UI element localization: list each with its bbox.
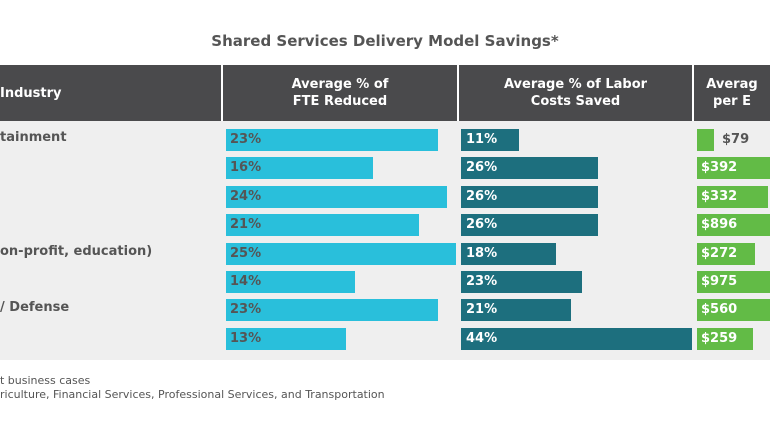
industry-label: / Defense <box>0 300 70 316</box>
fte-value: 23% <box>230 302 262 318</box>
per-value: $272 <box>701 245 738 261</box>
labor-bar <box>461 214 598 237</box>
labor-value: 21% <box>466 302 498 318</box>
fte-bar <box>226 271 355 293</box>
fte-bar <box>226 299 438 322</box>
per-bar <box>697 299 770 322</box>
labor-bar <box>461 327 692 350</box>
fte-bar <box>226 214 420 237</box>
fte-value: 24% <box>230 188 262 204</box>
per-bar <box>697 214 770 237</box>
per-value: $259 <box>701 330 738 346</box>
labor-value: 26% <box>466 188 498 204</box>
header-per-label: Averag per E <box>706 77 758 109</box>
labor-bar <box>461 129 519 151</box>
industry-label: on-profit, education) <box>0 243 153 259</box>
header-industry-label: Industry <box>0 85 62 101</box>
per-value: $332 <box>701 188 738 204</box>
header-per: Averag per E <box>694 65 770 121</box>
labor-bar <box>461 157 598 180</box>
per-bar <box>697 327 753 350</box>
per-bar <box>697 271 770 293</box>
per-bar <box>697 242 756 265</box>
per-bar <box>697 129 714 151</box>
per-value: $560 <box>701 302 738 318</box>
labor-value: 23% <box>466 274 498 289</box>
per-value: $975 <box>701 274 738 289</box>
per-value: $896 <box>701 217 738 233</box>
fte-value: 16% <box>230 160 262 176</box>
per-bar <box>697 157 770 180</box>
per-value: $392 <box>701 160 738 176</box>
labor-bar <box>461 271 582 293</box>
labor-value: 26% <box>466 160 498 176</box>
industry-label: tainment <box>0 130 67 145</box>
table-background <box>0 121 770 360</box>
fte-bar <box>226 129 438 151</box>
fte-bar <box>226 185 447 208</box>
labor-bar <box>461 299 572 322</box>
footnote-2: riculture, Financial Services, Professio… <box>0 388 385 401</box>
fte-bar <box>226 242 456 265</box>
fte-bar <box>226 327 346 350</box>
per-value: $79 <box>721 132 750 147</box>
header-labor: Average % of Labor Costs Saved <box>459 65 692 121</box>
header-labor-label: Average % of Labor Costs Saved <box>503 77 648 109</box>
fte-value: 21% <box>230 217 262 233</box>
labor-value: 11% <box>466 132 498 147</box>
footnote-1: t business cases <box>0 374 91 387</box>
header-fte-label: Average % of FTE Reduced <box>291 77 389 109</box>
fte-value: 25% <box>230 245 262 261</box>
fte-value: 13% <box>230 330 262 346</box>
labor-value: 44% <box>466 330 498 346</box>
per-bar <box>697 185 769 208</box>
header-industry: Industry <box>0 65 221 121</box>
header-fte: Average % of FTE Reduced <box>223 65 457 121</box>
labor-bar <box>461 185 598 208</box>
labor-value: 26% <box>466 217 498 233</box>
fte-bar <box>226 157 374 180</box>
fte-value: 14% <box>230 274 262 289</box>
chart-title: Shared Services Delivery Model Savings* <box>211 32 559 50</box>
labor-value: 18% <box>466 245 498 261</box>
fte-value: 23% <box>230 132 262 147</box>
labor-bar <box>461 242 556 265</box>
